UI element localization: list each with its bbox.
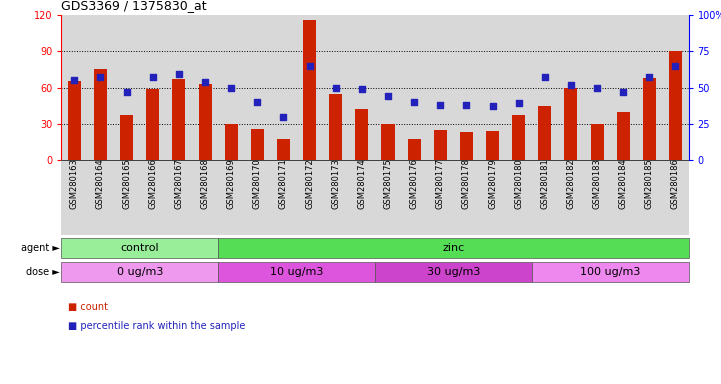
Point: [94, 74, 106, 80]
Bar: [61, 262, 218, 282]
Bar: [198, 84, 211, 160]
Bar: [94, 70, 107, 160]
Point: [252, 99, 263, 105]
Bar: [381, 124, 394, 160]
Bar: [120, 115, 133, 160]
Point: [513, 100, 524, 106]
Text: ■ count: ■ count: [68, 302, 108, 312]
Bar: [172, 79, 185, 160]
Bar: [590, 124, 603, 160]
Bar: [303, 20, 316, 160]
Text: control: control: [120, 243, 159, 253]
Point: [644, 74, 655, 80]
Bar: [68, 81, 81, 160]
Text: GDS3369 / 1375830_at: GDS3369 / 1375830_at: [61, 0, 207, 12]
Point: [356, 86, 368, 92]
Bar: [669, 51, 682, 160]
Text: 100 ug/m3: 100 ug/m3: [580, 267, 640, 277]
Bar: [329, 94, 342, 160]
Bar: [531, 262, 689, 282]
Text: zinc: zinc: [442, 243, 464, 253]
Point: [382, 93, 394, 99]
Text: ■ percentile rank within the sample: ■ percentile rank within the sample: [68, 321, 246, 331]
Bar: [355, 109, 368, 160]
Bar: [146, 89, 159, 160]
Text: agent ►: agent ►: [21, 243, 60, 253]
Bar: [539, 106, 552, 160]
Point: [121, 89, 133, 95]
Point: [565, 81, 577, 88]
Bar: [277, 139, 290, 160]
Bar: [486, 131, 499, 160]
Point: [304, 63, 315, 69]
Bar: [225, 124, 238, 160]
Point: [617, 89, 629, 95]
Point: [461, 102, 472, 108]
Bar: [512, 115, 525, 160]
Point: [199, 79, 211, 85]
Point: [591, 84, 603, 91]
Point: [487, 103, 498, 109]
Bar: [565, 88, 578, 160]
Bar: [643, 78, 656, 160]
Point: [278, 113, 289, 119]
Point: [670, 63, 681, 69]
Bar: [61, 238, 218, 258]
Bar: [434, 130, 447, 160]
Text: 30 ug/m3: 30 ug/m3: [427, 267, 480, 277]
Bar: [616, 112, 629, 160]
Bar: [407, 139, 420, 160]
Point: [147, 74, 159, 80]
Bar: [460, 132, 473, 160]
Point: [435, 102, 446, 108]
Bar: [218, 238, 689, 258]
Bar: [375, 262, 531, 282]
Text: dose ►: dose ►: [26, 267, 60, 277]
Point: [226, 84, 237, 91]
Point: [68, 77, 80, 83]
Point: [173, 71, 185, 78]
Point: [330, 84, 342, 91]
Bar: [251, 129, 264, 160]
Point: [539, 74, 551, 80]
Point: [408, 99, 420, 105]
Text: 10 ug/m3: 10 ug/m3: [270, 267, 323, 277]
Bar: [218, 262, 375, 282]
Text: 0 ug/m3: 0 ug/m3: [117, 267, 163, 277]
